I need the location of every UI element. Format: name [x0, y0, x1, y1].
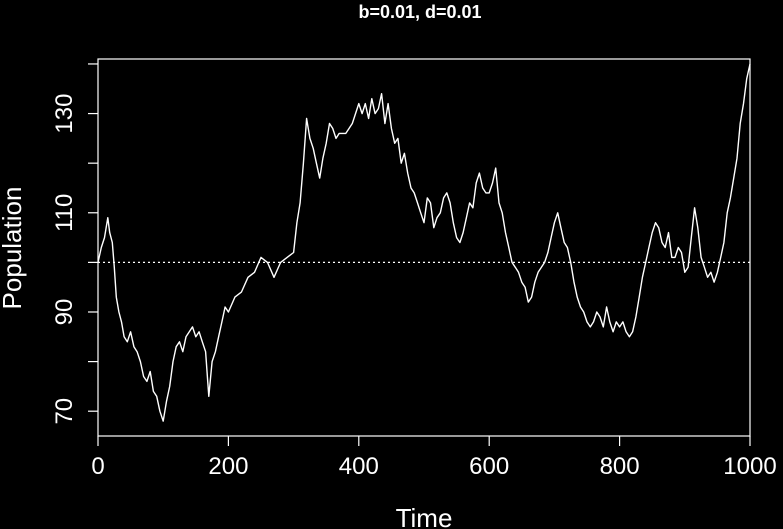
x-tick-label: 200 [208, 453, 248, 480]
y-tick-label: 110 [51, 194, 78, 232]
x-tick-label: 400 [339, 453, 379, 480]
x-tick-label: 600 [469, 453, 509, 480]
x-tick-label: 0 [91, 453, 104, 480]
y-tick-label: 130 [51, 94, 78, 134]
y-tick-label: 70 [51, 398, 78, 425]
chart-title: b=0.01, d=0.01 [358, 2, 481, 22]
x-axis-label: Time [396, 503, 453, 529]
plot-frame [97, 58, 751, 437]
x-tick-label: 1000 [723, 453, 776, 480]
y-axis-label: Population [0, 187, 27, 310]
x-axis: 0 200 400 600 800 1000 [91, 436, 777, 480]
series-line [97, 63, 751, 422]
y-axis: 70 90 110 130 [51, 63, 98, 425]
x-tick-label: 800 [600, 453, 640, 480]
y-tick-label: 90 [51, 299, 78, 326]
